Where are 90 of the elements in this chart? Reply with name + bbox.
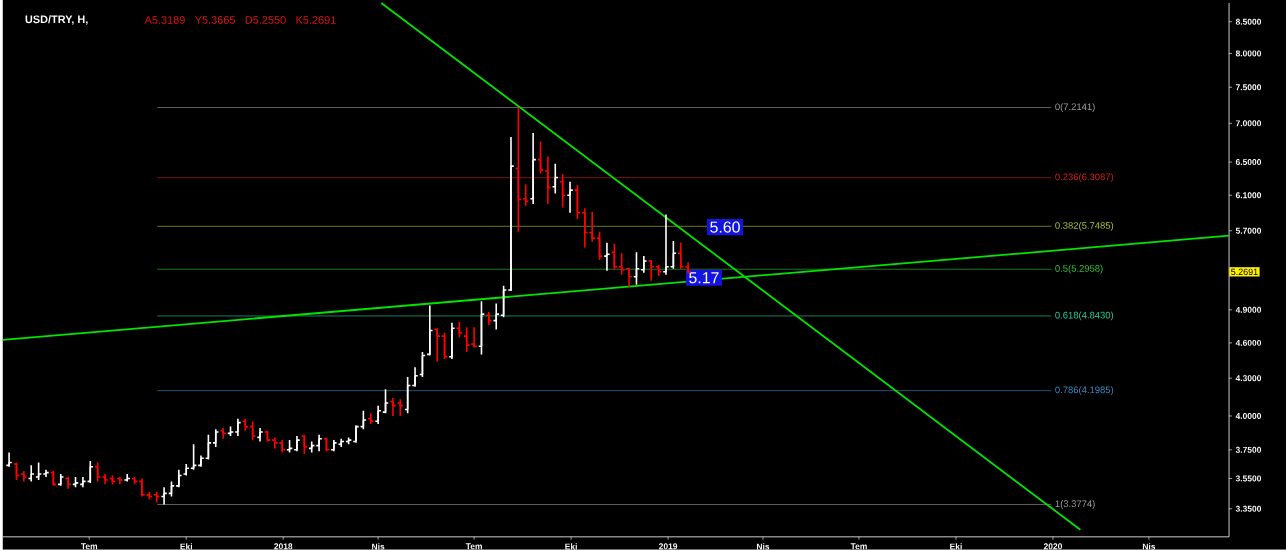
candlestick [662,213,670,276]
candlestick [219,427,227,440]
candlestick [352,424,360,444]
candlestick [86,460,94,484]
x-tick-label: Eki [950,543,962,550]
y-tick-label: 4.6000 [1235,339,1262,346]
y-tick-label: 8.5000 [1235,18,1262,25]
candlestick [522,183,530,207]
ref-line-label: 1(3.3774) [1055,500,1095,510]
text: USD/TRY, H, [25,15,88,25]
candlestick [544,155,552,205]
candlestick [470,326,478,349]
candlestick [138,477,146,498]
candlestick [551,162,559,195]
ref-line-label: 0(7.2141) [1055,103,1095,113]
candlestick [485,311,493,326]
candlestick [101,473,109,486]
candlestick [57,473,65,487]
annotation: K5.2691 [296,16,336,24]
candlestick [448,322,456,360]
y-tick-label: 7.5000 [1235,84,1262,91]
candlestick [64,476,72,490]
candlestick [241,418,249,432]
y-tick-label: 3.7500 [1235,446,1262,453]
ref-line-label: 0.786(4.1985) [1055,386,1114,396]
y-tick-label: 3.3500 [1235,505,1262,512]
y-tick-label: 8.0000 [1235,50,1262,57]
x-tick-label: Eki [180,543,192,550]
candlestick [5,451,13,468]
x-tick-label: Nis [1142,543,1156,550]
y-tick-label: 7.0000 [1235,120,1262,127]
candlestick [293,435,301,453]
candlestick [603,242,611,272]
candlestick [79,476,87,489]
candlestick [507,136,515,292]
candlestick [426,304,434,357]
annotation: D5.2550 [245,16,286,24]
y-tick-label: 6.5000 [1235,159,1262,166]
candlestick [389,397,397,417]
y-tick-label: 6.1000 [1235,192,1262,199]
candlestick [116,476,124,486]
candlestick [182,463,190,477]
candlestick [647,259,655,282]
candlestick [123,473,131,483]
x-tick-label: Tem [850,543,867,550]
x-tick-label: Tem [80,543,98,550]
y-tick-label: 5.7000 [1235,227,1262,234]
candlestick [175,468,183,489]
candlestick [367,412,375,425]
ref-line-label: 0.5(5.2958) [1055,264,1103,274]
annotation: Y5.3665 [194,16,235,24]
y-tick-label: 3.5500 [1235,475,1262,482]
x-tick-label: Nis [372,543,385,550]
candlestick [566,181,574,214]
candlestick [160,486,168,506]
candlestick [640,255,648,274]
candlestick [286,439,294,454]
x-tick-label: 2020 [1043,543,1063,550]
text: 5.2691 [1231,268,1258,276]
ref-line-label: 0.618(4.8430) [1055,311,1114,321]
candlestick [315,433,323,453]
candlestick [396,398,404,417]
candlestick [433,327,441,363]
ref-line-label: 0.236(6.3087) [1055,173,1114,183]
candlestick [492,302,500,331]
x-tick-label: 2019 [659,543,678,550]
candlestick [529,132,537,205]
annotation: A5.3189 [144,16,185,24]
candlestick [212,428,220,448]
x-tick-label: 2018 [274,543,293,550]
y-tick-label: 4.0000 [1235,413,1262,420]
ref-line-label: 0.382(5.7485) [1055,222,1114,231]
candlestick [308,440,316,454]
x-tick-label: Tem [465,543,482,550]
y-tick-label: 4.9000 [1235,306,1262,313]
candlestick [677,242,685,270]
annotation: 5.17 [689,272,719,284]
y-tick-label: 4.3000 [1235,375,1262,382]
candlestick [234,418,242,437]
candlestick [625,267,633,288]
annotation: 5.60 [710,221,740,233]
x-tick-label: Nis [756,543,770,550]
candlestick [197,454,205,468]
candlestick [374,404,382,425]
candlestick [27,464,35,483]
candlestick [42,468,50,478]
x-tick-label: Eki [565,543,577,550]
candlestick [20,470,28,483]
candlestick [411,366,419,388]
candlestick [256,427,264,443]
